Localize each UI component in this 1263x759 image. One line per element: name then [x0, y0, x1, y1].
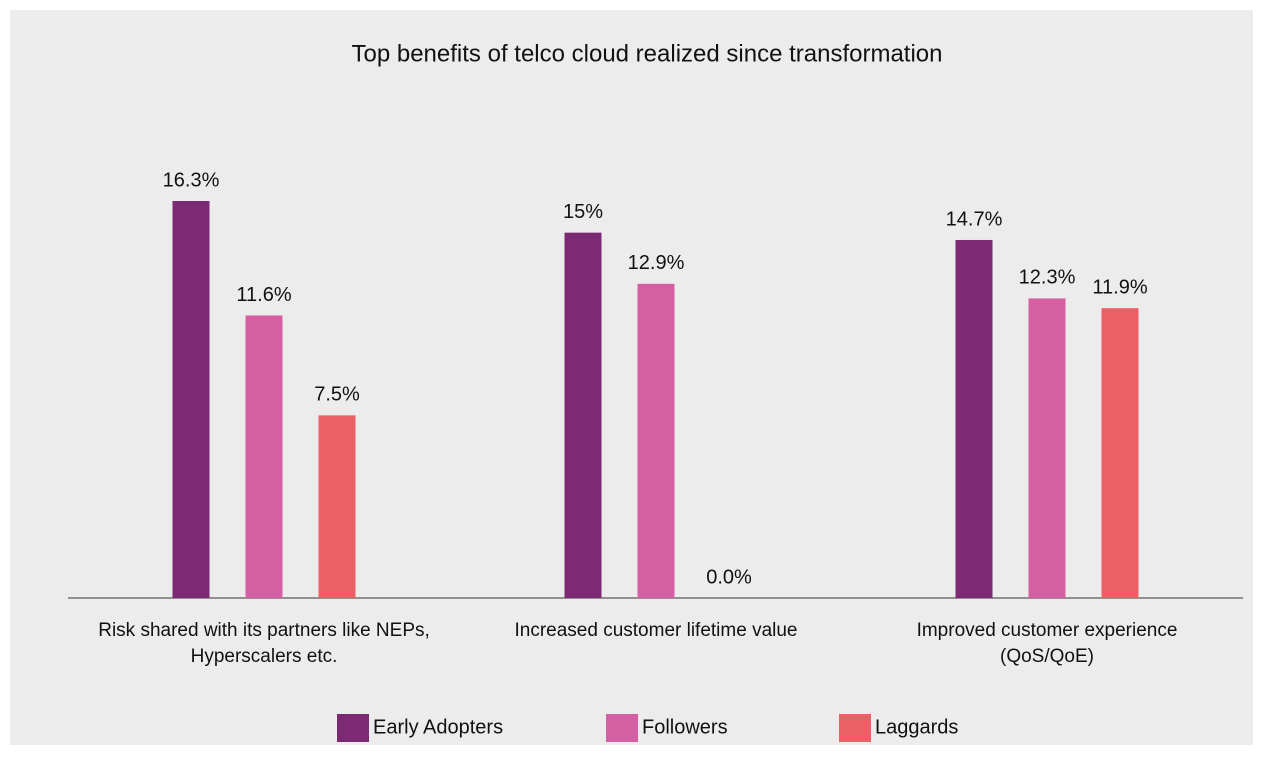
legend-label: Laggards	[875, 716, 958, 738]
x-tick-label: Increased customer lifetime value	[514, 620, 798, 641]
bar	[245, 315, 283, 598]
chart-title: Top benefits of telco cloud realized sin…	[352, 40, 943, 67]
data-label: 16.3%	[163, 169, 220, 191]
x-tick-label: Risk shared with its partners like NEPs,…	[98, 620, 430, 667]
bar	[318, 415, 356, 598]
legend-label: Followers	[642, 716, 728, 738]
data-label: 12.9%	[628, 252, 685, 274]
data-label: 7.5%	[314, 384, 360, 406]
legend-swatch	[337, 714, 369, 742]
bar	[1101, 308, 1139, 598]
bar	[172, 201, 210, 598]
bar	[1028, 298, 1066, 598]
legend-swatch	[606, 714, 638, 742]
bar	[955, 239, 993, 598]
bar	[637, 283, 675, 598]
data-label: 12.3%	[1019, 267, 1076, 289]
data-label: 11.9%	[1092, 276, 1147, 298]
data-label: 0.0%	[706, 566, 752, 588]
legend-label: Early Adopters	[373, 716, 503, 738]
bar	[564, 232, 602, 598]
data-label: 11.6%	[236, 284, 291, 306]
data-label: 15%	[563, 201, 603, 223]
data-label: 14.7%	[946, 208, 1003, 230]
x-tick-label: Improved customer experience (QoS/QoE)	[916, 620, 1178, 667]
legend-swatch	[839, 714, 871, 742]
